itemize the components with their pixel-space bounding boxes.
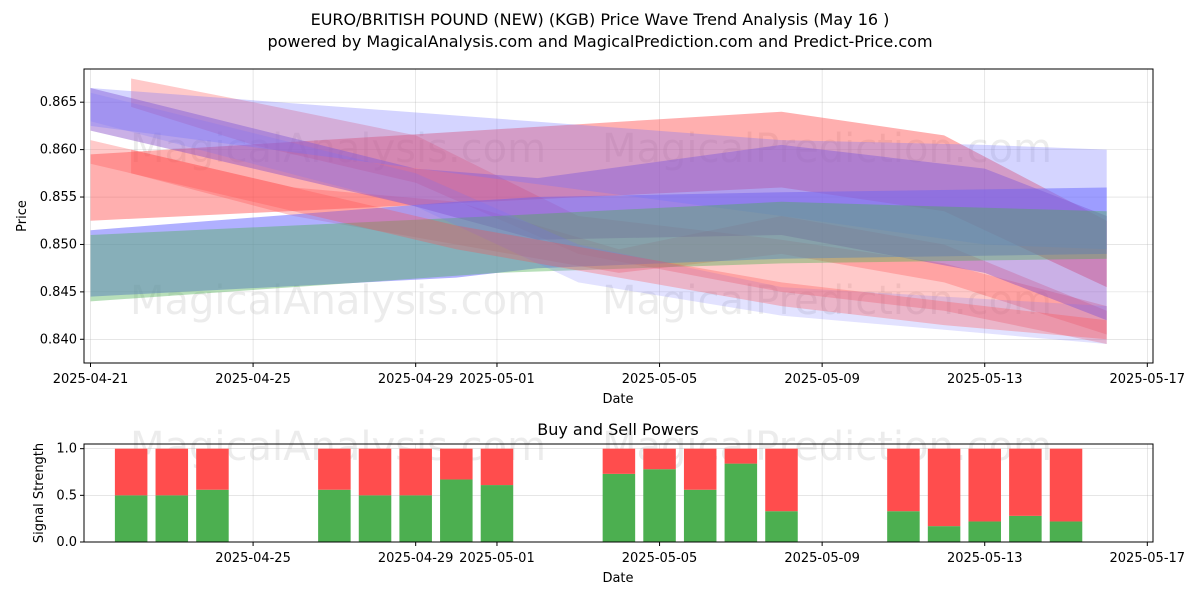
sell-bar bbox=[358, 448, 392, 496]
signal-panel: Buy and Sell Powers MagicalAnalysis.com … bbox=[32, 420, 1185, 586]
watermark-prediction-mid: MagicalPrediction.com bbox=[602, 278, 1052, 324]
buy-bar bbox=[440, 479, 473, 542]
buy-bar bbox=[155, 495, 189, 542]
signal-x-tick-label: 2025-04-25 bbox=[215, 551, 291, 566]
buy-bar bbox=[399, 495, 432, 542]
buy-bar bbox=[1049, 521, 1083, 542]
signal-panel-frame bbox=[83, 443, 1154, 543]
buy-bar bbox=[927, 526, 961, 542]
signal-x-tick-label: 2025-05-09 bbox=[784, 551, 860, 566]
price-x-axis-label: Date bbox=[602, 392, 633, 407]
sell-bar bbox=[318, 448, 351, 490]
sell-bar bbox=[399, 448, 432, 496]
buy-bar bbox=[968, 521, 1001, 542]
sell-bar bbox=[480, 448, 514, 486]
price-y-tick-label: 0.860 bbox=[40, 143, 77, 158]
price-wave-band-2 bbox=[131, 78, 1107, 344]
price-y-tick-label: 0.845 bbox=[40, 285, 77, 300]
signal-x-tick-label: 2025-05-01 bbox=[459, 551, 535, 566]
price-wave-bands bbox=[90, 78, 1107, 344]
sell-bar bbox=[968, 448, 1001, 522]
sell-bar bbox=[887, 448, 920, 512]
price-y-tick-label: 0.840 bbox=[40, 332, 77, 347]
price-wave-band-6 bbox=[90, 88, 1107, 250]
price-panel: MagicalAnalysis.com MagicalPrediction.co… bbox=[15, 68, 1185, 407]
signal-bars bbox=[114, 448, 1083, 542]
price-x-tick-label: 2025-04-29 bbox=[378, 372, 454, 387]
signal-x-tick-label: 2025-05-05 bbox=[622, 551, 698, 566]
buy-bar bbox=[643, 469, 676, 542]
sell-bar bbox=[1009, 448, 1042, 516]
price-x-ticks: 2025-04-21 2025-04-25 2025-04-29 2025-05-01… bbox=[53, 363, 1185, 387]
signal-y-axis-label: Signal Strength bbox=[32, 443, 47, 543]
buy-bar bbox=[114, 495, 148, 542]
chart-title: EURO/BRITISH POUND (NEW) (KGB) Price Wav… bbox=[310, 10, 890, 29]
sell-bar bbox=[114, 448, 148, 496]
sell-bar bbox=[724, 448, 758, 464]
price-y-tick-label: 0.850 bbox=[40, 237, 77, 252]
sell-bar bbox=[927, 448, 961, 527]
price-x-tick-label: 2025-05-17 bbox=[1110, 372, 1186, 387]
signal-x-axis-label: Date bbox=[602, 571, 633, 586]
sell-bar bbox=[602, 448, 636, 474]
watermark-prediction-top: MagicalPrediction.com bbox=[602, 126, 1052, 172]
buy-bar bbox=[765, 511, 798, 542]
price-y-axis-label: Price bbox=[15, 200, 30, 232]
signal-y-tick-label: 0.0 bbox=[56, 535, 77, 550]
signal-y-tick-label: 0.5 bbox=[56, 488, 77, 503]
price-panel-frame bbox=[83, 68, 1154, 364]
buy-bar bbox=[1009, 515, 1042, 542]
buy-bar bbox=[887, 511, 920, 542]
buy-bar bbox=[358, 495, 392, 542]
price-x-tick-label: 2025-05-01 bbox=[459, 372, 535, 387]
sell-bar bbox=[683, 448, 717, 490]
price-wave-band-7 bbox=[90, 201, 1107, 302]
price-wave-band-5 bbox=[90, 88, 1107, 321]
sell-bar bbox=[1049, 448, 1083, 522]
chart-subtitle: powered by MagicalAnalysis.com and Magic… bbox=[267, 32, 933, 51]
sell-bar bbox=[765, 448, 798, 512]
price-x-tick-label: 2025-04-21 bbox=[53, 372, 129, 387]
price-y-ticks: 0.840 0.845 0.850 0.855 0.860 0.865 bbox=[40, 95, 84, 347]
buy-bar bbox=[196, 489, 229, 542]
buy-bar bbox=[602, 473, 636, 542]
price-wave-band-8 bbox=[90, 92, 1107, 344]
price-wave-band-4 bbox=[90, 187, 1107, 297]
price-wave-band-9 bbox=[90, 140, 1107, 340]
sell-bar bbox=[440, 448, 473, 480]
watermark-analysis-top: MagicalAnalysis.com bbox=[130, 126, 546, 172]
price-x-tick-label: 2025-05-13 bbox=[947, 372, 1023, 387]
price-wave-band-1 bbox=[90, 111, 1107, 288]
signal-x-tick-label: 2025-04-29 bbox=[378, 551, 454, 566]
price-x-tick-label: 2025-05-05 bbox=[622, 372, 698, 387]
signal-x-tick-label: 2025-05-17 bbox=[1110, 551, 1186, 566]
sell-bar bbox=[155, 448, 189, 496]
buy-bar bbox=[683, 489, 717, 542]
signal-title: Buy and Sell Powers bbox=[537, 420, 699, 439]
signal-y-ticks: 0.0 0.5 1.0 bbox=[56, 442, 84, 550]
sell-bar bbox=[643, 448, 676, 470]
signal-x-tick-label: 2025-05-13 bbox=[947, 551, 1023, 566]
signal-y-tick-label: 1.0 bbox=[56, 442, 77, 457]
price-y-tick-label: 0.855 bbox=[40, 190, 77, 205]
sell-bar bbox=[196, 448, 229, 490]
price-x-tick-label: 2025-04-25 bbox=[215, 372, 291, 387]
buy-bar bbox=[480, 485, 514, 542]
price-x-tick-label: 2025-05-09 bbox=[784, 372, 860, 387]
buy-bar bbox=[724, 463, 758, 542]
buy-bar bbox=[318, 489, 351, 542]
price-y-tick-label: 0.865 bbox=[40, 95, 77, 110]
signal-x-ticks: 2025-04-25 2025-04-29 2025-05-01 2025-05-05… bbox=[215, 542, 1185, 566]
price-wave-band-3 bbox=[131, 149, 1107, 335]
